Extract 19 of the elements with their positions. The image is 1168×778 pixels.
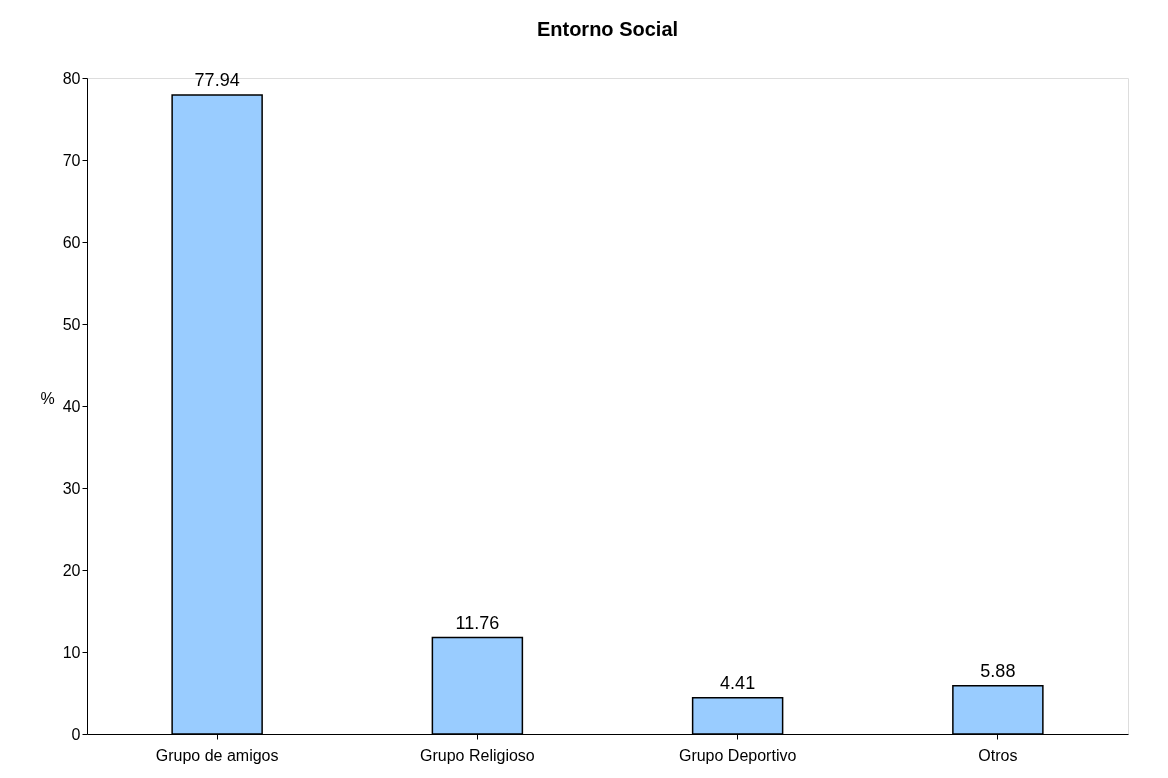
y-tick-label: 30 (62, 479, 81, 497)
y-tick-label: 80 (62, 69, 81, 87)
y-tick-label: 50 (62, 315, 81, 333)
y-tick-label: 70 (62, 151, 81, 169)
x-tick-label: Grupo Religioso (420, 746, 535, 764)
y-tick-label: 0 (71, 725, 81, 743)
chart-title: Entorno Social (536, 18, 679, 40)
data-label: 77.94 (194, 69, 240, 90)
x-tick-label: Grupo de amigos (155, 746, 279, 764)
y-axis-title: % (40, 389, 55, 407)
y-tick-label: 40 (62, 397, 81, 415)
data-label: 4.41 (720, 672, 756, 693)
y-tick-label: 20 (62, 561, 81, 579)
data-label: 11.76 (455, 612, 500, 633)
y-tick-label: 60 (62, 233, 81, 251)
y-tick-label: 10 (62, 643, 81, 661)
x-tick-label: Grupo Deportivo (678, 746, 797, 764)
data-label: 5.88 (980, 660, 1016, 681)
x-tick-label: Otros (978, 746, 1018, 764)
